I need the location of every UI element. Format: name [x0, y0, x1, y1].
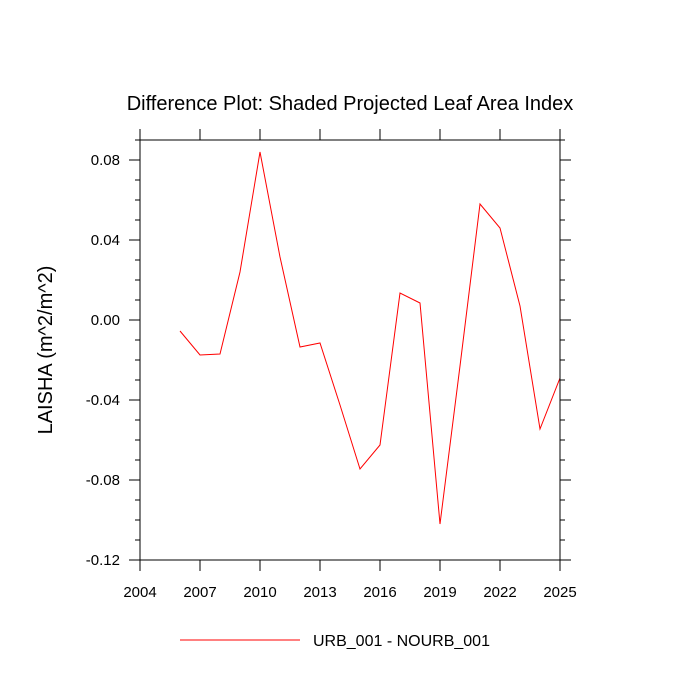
y-axis-label: LAISHA (m^2/m^2) [35, 266, 57, 435]
x-tick-label: 2019 [423, 584, 456, 601]
series-layer [179, 151, 561, 525]
chart-title: Difference Plot: Shaded Projected Leaf A… [127, 93, 574, 115]
plot-frame [139, 139, 561, 561]
y-tick-label: -0.08 [86, 472, 120, 489]
x-tick-label: 2013 [303, 584, 336, 601]
x-tick-label: 2007 [183, 584, 216, 601]
y-tick-label: 0.00 [91, 312, 120, 329]
legend: URB_001 - NOURB_001 [180, 633, 490, 650]
x-tick-label: 2022 [483, 584, 516, 601]
axis-ticks [129, 129, 571, 571]
legend-label: URB_001 - NOURB_001 [313, 633, 490, 650]
tick-labels: 2004 2007 2010 2013 2016 2019 2022 2025 0.08 0.04… [86, 152, 577, 601]
x-tick-label: 2025 [543, 584, 576, 601]
y-tick-label: -0.04 [86, 392, 120, 409]
x-tick-label: 2004 [123, 584, 156, 601]
y-tick-label: 0.04 [91, 232, 120, 249]
x-tick-label: 2016 [363, 584, 396, 601]
series-line [179, 151, 561, 525]
x-tick-label: 2010 [243, 584, 276, 601]
y-tick-label: -0.12 [86, 552, 120, 569]
y-tick-label: 0.08 [91, 152, 120, 169]
